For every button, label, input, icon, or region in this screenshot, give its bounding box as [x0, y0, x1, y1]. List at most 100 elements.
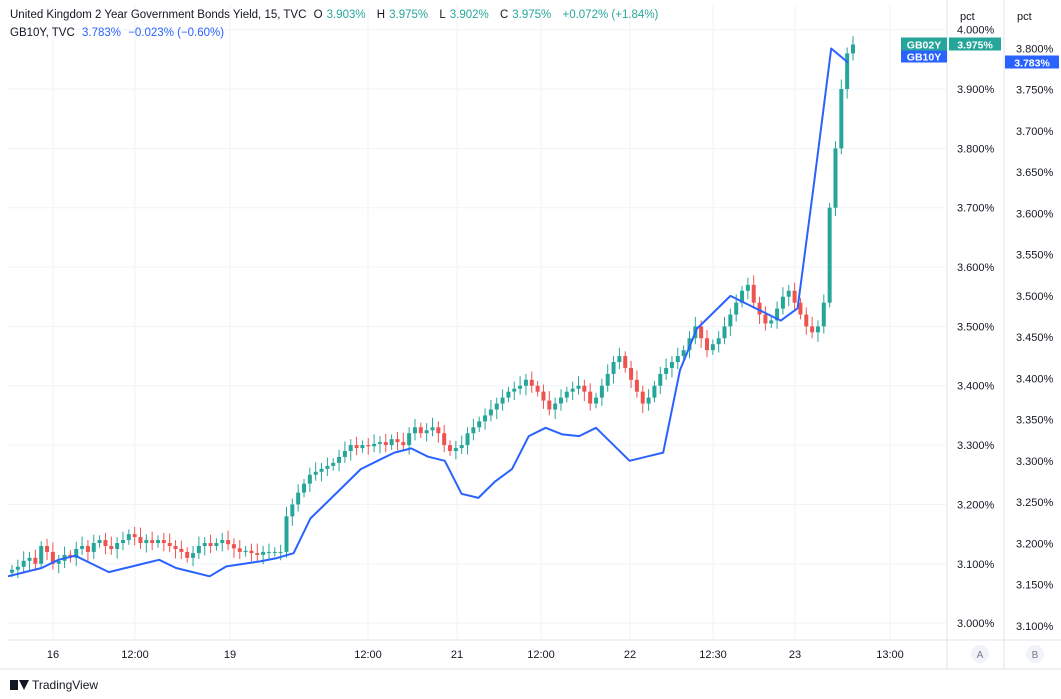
candle-body [348, 445, 353, 452]
candle-body [220, 540, 225, 544]
tick-label-a: 3.400% [957, 381, 995, 393]
scale-b-unit: pct [1017, 11, 1032, 23]
candle-body [185, 551, 190, 558]
candle-body [33, 557, 38, 564]
candle-body [85, 545, 90, 552]
candle-body [202, 543, 207, 546]
candle-body [740, 290, 745, 303]
candle-body [512, 388, 517, 392]
gb10y-line [7, 47, 849, 578]
candle-body [418, 427, 423, 434]
tick-label-a: 3.900% [957, 84, 995, 96]
time-tick-label: 23 [789, 649, 801, 661]
high-value: H 3.975% [376, 9, 429, 21]
candle-body [629, 367, 634, 380]
time-tick-label: 12:30 [699, 649, 727, 661]
tick-label-b: 3.350% [1016, 415, 1054, 427]
candle-body [810, 326, 815, 333]
scale-a-button[interactable] [971, 645, 989, 663]
candle-body [640, 391, 645, 404]
candle-body [570, 388, 575, 392]
candle-body [529, 379, 534, 386]
candle-body [704, 338, 709, 351]
candle-body [237, 548, 242, 552]
candle-body [74, 548, 79, 558]
time-tick-label: 22 [624, 649, 636, 661]
secondary-change: −0.023% (−0.60%) [128, 27, 225, 39]
candle-body [757, 302, 762, 315]
candle-body [302, 483, 307, 493]
main-legend[interactable]: United Kingdom 2 Year Government Bonds Y… [10, 9, 662, 21]
branding-text: TradingView [32, 678, 99, 692]
gb10y-name-badge [901, 50, 947, 63]
tick-label-b: 3.700% [1016, 126, 1054, 138]
candle-body [634, 379, 639, 392]
candle-body [833, 148, 838, 208]
candle-body [50, 551, 55, 564]
candle-body [424, 430, 429, 434]
tradingview-branding[interactable]: TradingView [10, 678, 98, 692]
candle-body [278, 551, 283, 553]
candle-body [681, 350, 686, 357]
candle-body [623, 356, 628, 368]
candle-body [401, 442, 406, 446]
candle-body [669, 362, 674, 368]
candle-body [325, 465, 330, 469]
candle-body [582, 385, 587, 392]
scale-b-button[interactable] [1026, 645, 1044, 663]
gb02y-name-text: GB02Y [907, 40, 941, 52]
tick-label-b: 3.250% [1016, 497, 1054, 509]
candle-body [804, 314, 809, 327]
tick-label-b: 3.200% [1016, 538, 1054, 550]
gb02y-candles [10, 36, 855, 579]
candle-body [150, 540, 155, 544]
candle-body [342, 451, 347, 457]
candle-body [226, 540, 231, 545]
candle-body [687, 338, 692, 351]
change-value: +0.072% (+1.84%) [562, 9, 659, 21]
candle-body [97, 540, 102, 544]
candle-body [313, 471, 318, 475]
candle-body [412, 427, 417, 434]
candle-body [523, 379, 528, 386]
gb02y-value-badge [949, 37, 1001, 51]
candle-body [453, 448, 458, 452]
candle-body [284, 516, 289, 552]
candle-body [56, 560, 61, 564]
time-tick-label: 13:00 [876, 649, 904, 661]
candle-body [564, 391, 569, 398]
candle-body [500, 397, 505, 404]
candle-body [518, 385, 523, 389]
candle-body [780, 296, 785, 309]
tick-label-b: 3.150% [1016, 580, 1054, 592]
tick-label-a: 3.000% [957, 618, 995, 630]
tick-label-a: 3.500% [957, 321, 995, 333]
candle-body [599, 385, 604, 398]
candle-body [307, 474, 312, 484]
candle-body [553, 403, 558, 410]
candle-body [372, 443, 377, 447]
candle-body [699, 326, 704, 339]
candle-body [15, 566, 20, 570]
tick-label-b: 3.500% [1016, 291, 1054, 303]
gb10y-value-text: 3.783% [1014, 58, 1050, 70]
candle-body [138, 537, 143, 544]
candle-body [395, 439, 400, 443]
candle-body [477, 421, 482, 428]
tick-label-b: 3.450% [1016, 332, 1054, 344]
tick-label-a: 3.300% [957, 440, 995, 452]
tick-label-a: 3.600% [957, 262, 995, 274]
candle-body [605, 373, 610, 386]
candle-body [80, 545, 85, 549]
time-axis: 16 12:00 19 12:00 21 12:00 22 12:30 23 13:00 A B [47, 645, 1044, 663]
candle-body [792, 290, 797, 303]
tick-label-b: 3.400% [1016, 373, 1054, 385]
candle-body [191, 553, 196, 558]
scale-b-label: B [1032, 650, 1039, 661]
tick-label-b: 3.100% [1016, 621, 1054, 633]
chart-grid [0, 0, 1061, 670]
tick-label-a: 3.700% [957, 203, 995, 215]
secondary-legend[interactable]: GB10Y, TVC 3.783% −0.023% (−0.60%) [10, 27, 228, 39]
low-value: L 3.902% [439, 9, 489, 21]
